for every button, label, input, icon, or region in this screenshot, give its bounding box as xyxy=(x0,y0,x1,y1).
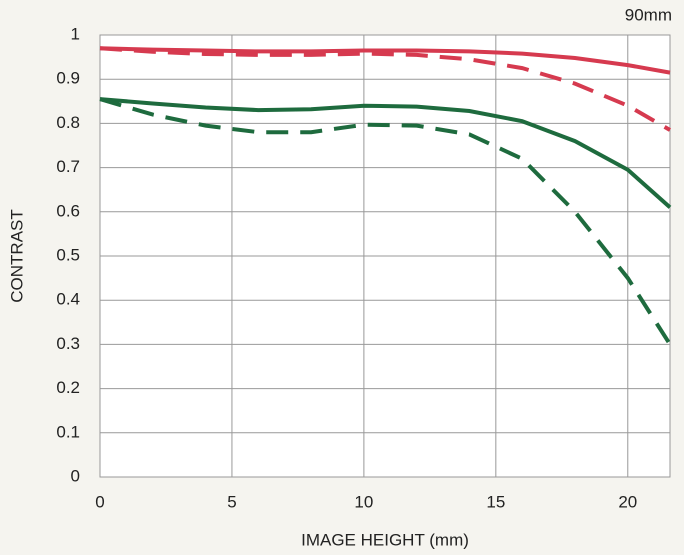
y-tick-label: 0.4 xyxy=(56,290,80,309)
mtf-line xyxy=(99,46,671,132)
mtf-line xyxy=(99,97,672,346)
y-tick-label: 0.7 xyxy=(56,157,80,176)
y-tick-label: 1 xyxy=(71,24,80,43)
y-tick-label: 0 xyxy=(71,466,80,485)
y-tick-label: 0.9 xyxy=(56,69,80,88)
x-tick-label: 5 xyxy=(227,492,236,511)
x-tick-label: 20 xyxy=(618,492,637,511)
y-tick-label: 0.5 xyxy=(56,245,80,264)
mtf-line xyxy=(99,46,671,75)
plot-frame xyxy=(99,34,671,478)
x-axis-label: IMAGE HEIGHT (mm) xyxy=(301,530,469,549)
y-tick-label: 0.1 xyxy=(56,422,80,441)
y-axis-label: CONTRAST xyxy=(7,209,26,303)
mtf-line xyxy=(99,97,672,209)
y-tick-label: 0.6 xyxy=(56,201,80,220)
y-tick-label: 0.8 xyxy=(56,113,80,132)
y-tick-label: 0.3 xyxy=(56,334,80,353)
x-tick-label: 10 xyxy=(354,492,373,511)
chart-title: 90mm xyxy=(625,5,672,24)
x-tick-label: 15 xyxy=(486,492,505,511)
y-tick-label: 0.2 xyxy=(56,378,80,397)
x-tick-label: 0 xyxy=(95,492,104,511)
